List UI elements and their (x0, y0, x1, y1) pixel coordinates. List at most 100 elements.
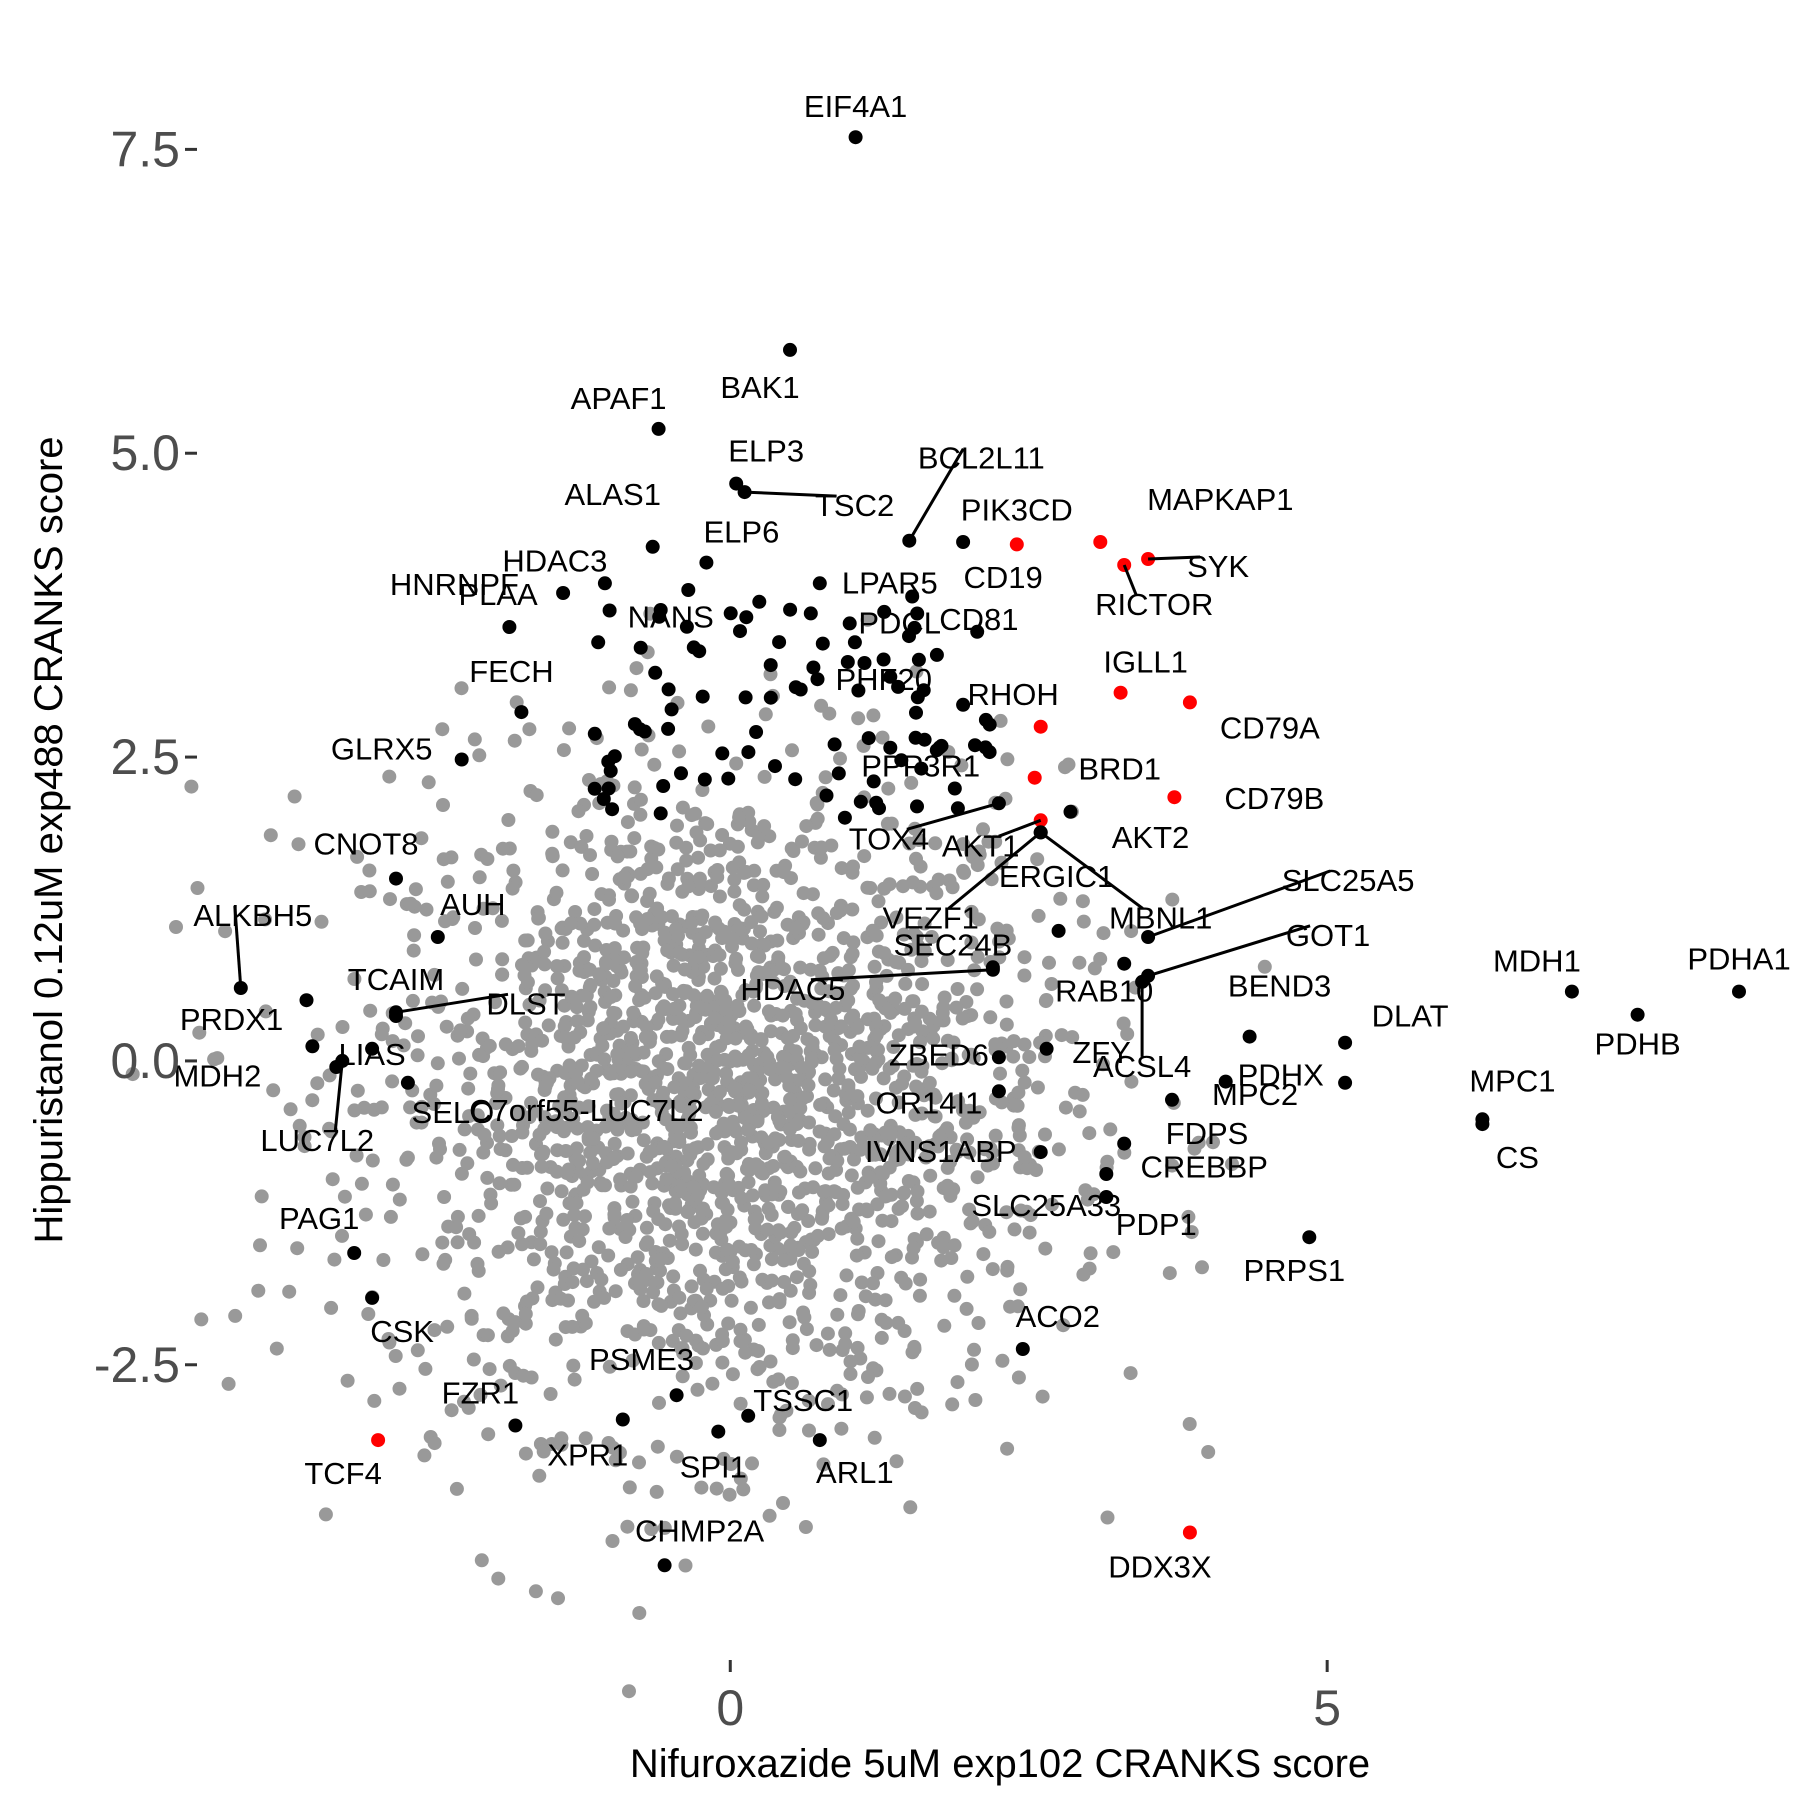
highlighted-point (607, 749, 622, 764)
x-tick-label: 0 (716, 1680, 744, 1736)
point-label: CD81 (939, 602, 1018, 637)
background-point (688, 1242, 703, 1257)
background-point (793, 1164, 808, 1179)
background-point (733, 1396, 748, 1411)
y-axis-title: Hippuristanol 0.12uM exp488 CRANKS score (27, 436, 71, 1243)
background-point (935, 1006, 950, 1020)
background-point (917, 916, 932, 931)
background-point (988, 1037, 1003, 1052)
background-point (624, 1123, 639, 1138)
background-point (1022, 1225, 1037, 1240)
background-point (902, 1142, 917, 1157)
background-point (595, 1178, 609, 1193)
background-point (964, 904, 979, 919)
point-label: MPC2 (1212, 1077, 1298, 1112)
background-point (672, 744, 687, 759)
background-point (884, 1187, 899, 1202)
background-point (796, 1305, 811, 1320)
background-point (835, 1387, 849, 1402)
background-point (776, 1496, 790, 1510)
background-point (570, 1014, 585, 1029)
background-point (783, 974, 798, 989)
background-point (756, 877, 771, 892)
background-point (928, 1109, 943, 1124)
background-point (612, 1445, 627, 1460)
background-point (515, 1125, 530, 1140)
background-point (860, 1103, 875, 1118)
background-point (923, 1168, 938, 1183)
background-point (518, 1306, 533, 1321)
background-point (906, 1241, 921, 1256)
highlighted-point (783, 602, 798, 617)
background-point (733, 1334, 748, 1349)
background-point (889, 910, 904, 925)
background-point (906, 994, 921, 1009)
background-point (867, 1430, 882, 1445)
background-point (347, 972, 362, 986)
background-point (967, 1342, 981, 1357)
background-point (588, 938, 603, 953)
background-point (453, 1023, 468, 1038)
highlighted-point (596, 792, 611, 806)
labeled-point (812, 576, 827, 591)
highlighted-point (653, 806, 668, 821)
point-label: C7orf55-LUC7L2 (469, 1093, 703, 1128)
highlighted-point (910, 799, 924, 814)
background-point (673, 1306, 688, 1321)
background-point (1116, 1016, 1131, 1031)
highlighted-point (656, 779, 671, 793)
background-point (667, 1001, 682, 1016)
background-point (529, 788, 544, 803)
background-point (851, 1304, 866, 1318)
background-point (620, 1146, 635, 1161)
background-point (903, 1500, 918, 1515)
labeled-point (430, 930, 445, 944)
background-point (664, 909, 679, 924)
background-point (567, 1372, 582, 1387)
background-point (1181, 1209, 1196, 1224)
background-point (822, 1151, 837, 1166)
labeled-point (1630, 1007, 1645, 1022)
label-leader-lines (233, 447, 1331, 1132)
background-point (664, 1159, 679, 1174)
background-point (681, 1040, 696, 1055)
background-point (830, 1307, 845, 1322)
background-point (498, 1037, 513, 1052)
background-point (526, 1252, 541, 1267)
background-point (297, 1139, 312, 1154)
background-point (1096, 926, 1111, 941)
background-point (992, 934, 1007, 949)
background-point (677, 962, 692, 977)
background-point (831, 1071, 846, 1086)
labeled-point (1564, 984, 1579, 999)
background-point (753, 924, 767, 939)
background-point (1044, 1197, 1059, 1212)
labeled-point (371, 1433, 386, 1448)
leader-line (1147, 924, 1311, 978)
background-point (549, 885, 564, 900)
background-point (1076, 914, 1091, 929)
background-point (1124, 1074, 1139, 1089)
background-point (599, 957, 614, 972)
background-point (860, 612, 875, 627)
background-point (1065, 1030, 1080, 1045)
background-point (502, 1358, 517, 1373)
point-label: PRPS1 (1243, 1253, 1345, 1288)
leader-line (1148, 555, 1201, 561)
background-point (571, 804, 586, 819)
background-point (798, 1520, 813, 1534)
background-point (804, 1055, 819, 1070)
background-point (668, 1196, 683, 1211)
highlighted-point (738, 690, 753, 705)
background-point (875, 1167, 890, 1182)
labeled-point (633, 640, 648, 655)
labeled-point (729, 476, 744, 491)
background-point (558, 1320, 573, 1335)
background-point (287, 789, 302, 804)
background-point (493, 1065, 508, 1080)
background-point (1030, 1080, 1045, 1095)
background-point (408, 882, 423, 897)
labeled-point (1182, 695, 1197, 710)
background-point (519, 1294, 534, 1309)
background-point (617, 869, 632, 884)
